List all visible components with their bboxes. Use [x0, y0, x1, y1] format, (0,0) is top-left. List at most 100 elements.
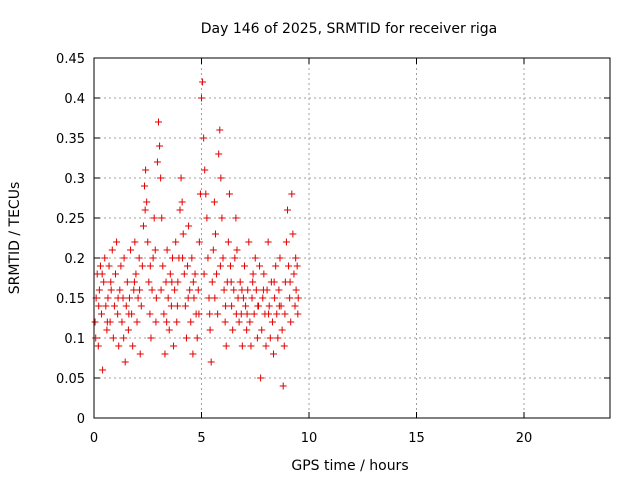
data-point [241, 262, 248, 270]
data-point [152, 318, 160, 326]
data-point [291, 302, 299, 310]
data-point [214, 310, 222, 318]
data-point [258, 326, 266, 334]
data-point [271, 294, 279, 302]
data-point [122, 302, 130, 310]
data-point [107, 286, 115, 294]
data-point [222, 342, 230, 350]
data-point [280, 342, 288, 350]
data-point [238, 342, 246, 350]
data-point [103, 318, 111, 326]
data-point [176, 206, 184, 214]
grid-lines [94, 58, 610, 418]
y-tick-label: 0.45 [56, 52, 85, 67]
y-tick-label: 0.25 [56, 212, 85, 227]
data-point [270, 350, 278, 358]
data-point [254, 302, 262, 310]
data-point [230, 286, 238, 294]
data-point [121, 358, 129, 366]
data-point [159, 262, 167, 270]
data-point [147, 334, 155, 342]
data-point [273, 310, 281, 318]
data-point [100, 278, 108, 286]
data-point [134, 294, 142, 302]
data-point [235, 318, 243, 326]
x-tick-label: 0 [90, 431, 98, 446]
data-point [166, 270, 174, 278]
data-point [292, 286, 300, 294]
data-point [143, 198, 151, 206]
data-point [259, 286, 267, 294]
data-point [135, 254, 143, 262]
data-point [290, 270, 298, 278]
data-point [116, 286, 124, 294]
data-point [172, 238, 180, 246]
data-point [222, 302, 230, 310]
data-point [270, 278, 278, 286]
data-point [125, 294, 133, 302]
data-point [157, 286, 165, 294]
data-point [202, 190, 210, 198]
data-point [268, 318, 276, 326]
data-point [163, 318, 171, 326]
y-tick-label: 0 [77, 412, 85, 427]
data-point [115, 342, 123, 350]
data-point [103, 326, 111, 334]
data-point [107, 278, 115, 286]
data-point [146, 262, 154, 270]
data-point [158, 214, 166, 222]
data-point [224, 238, 232, 246]
data-point [170, 342, 178, 350]
data-point [102, 302, 110, 310]
data-point [112, 270, 119, 278]
data-point [257, 374, 265, 382]
data-point [252, 286, 260, 294]
data-point [139, 222, 147, 230]
data-point [284, 206, 291, 214]
data-point [129, 342, 137, 350]
y-axis-label: SRMTID / TECUs [7, 182, 23, 295]
data-point [279, 382, 287, 390]
data-point [294, 294, 302, 302]
data-point [274, 334, 282, 342]
data-point [200, 270, 208, 278]
axis-ticks: 0 0.05 0.1 0.15 0.2 0.25 0.3 0.35 0.4 0.45 0 5 10 15 2… [56, 52, 610, 446]
data-point [136, 286, 144, 294]
data-point [215, 150, 223, 158]
data-point [288, 190, 296, 198]
data-point [153, 158, 161, 166]
data-point [285, 262, 293, 270]
data-point [216, 126, 224, 134]
data-point [293, 262, 301, 270]
data-point [287, 318, 295, 326]
data-point [225, 190, 233, 198]
data-point [253, 334, 261, 342]
data-point [155, 118, 162, 126]
data-point [120, 334, 128, 342]
data-point [189, 278, 197, 286]
data-point [173, 302, 181, 310]
data-point [168, 254, 176, 262]
data-point [120, 254, 128, 262]
data-point [260, 270, 268, 278]
data-point [203, 214, 211, 222]
data-point [149, 254, 157, 262]
data-point [132, 270, 140, 278]
data-point [218, 214, 226, 222]
chart-title: Day 146 of 2025, SRMTID for receiver rig… [201, 21, 498, 37]
data-point [125, 310, 133, 318]
data-point [229, 326, 237, 334]
data-point [276, 254, 284, 262]
data-point [243, 310, 251, 318]
data-point [91, 318, 99, 326]
data-point [98, 310, 106, 318]
data-point [265, 302, 273, 310]
data-point [282, 238, 290, 246]
data-point [286, 294, 294, 302]
data-point [272, 262, 280, 270]
data-point [157, 174, 165, 182]
data-point [94, 342, 102, 350]
data-point [195, 310, 203, 318]
data-point [123, 278, 131, 286]
